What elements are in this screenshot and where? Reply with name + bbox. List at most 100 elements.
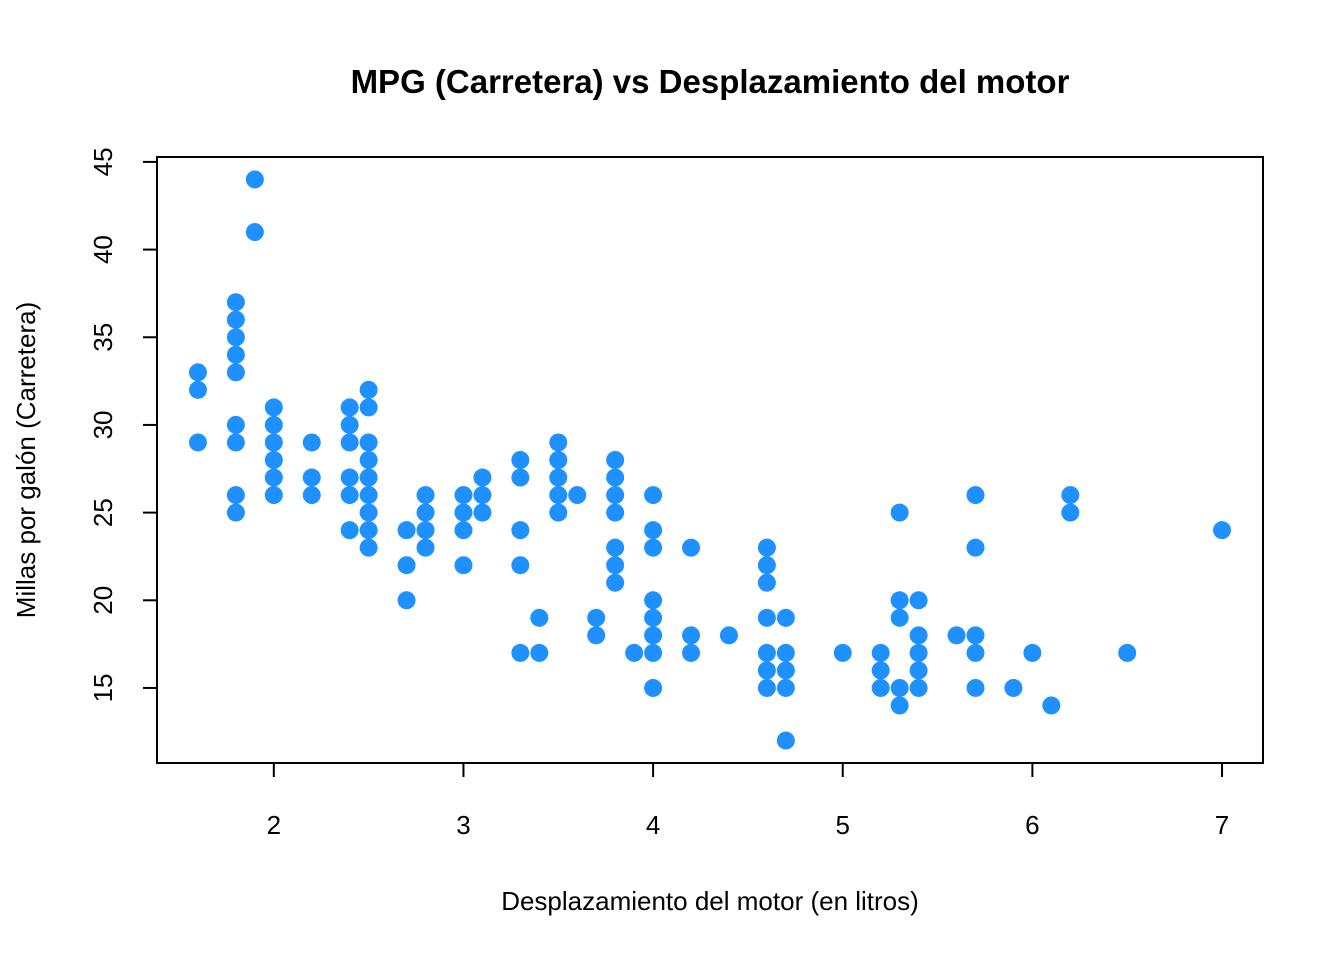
data-point [473,486,492,505]
data-point [302,486,321,505]
data-point [397,521,416,540]
data-point [359,433,378,452]
x-tick-label: 3 [456,810,470,840]
data-point [454,503,473,522]
y-axis-label: Millas por galón (Carretera) [11,302,41,618]
y-tick-label: 35 [88,323,118,352]
data-point [226,345,245,364]
data-point [549,451,568,469]
y-tick-label: 40 [88,235,118,264]
data-point [226,328,245,347]
data-point [909,678,928,697]
data-point [359,503,378,522]
data-point [606,538,625,557]
data-point [264,433,283,452]
data-point [1061,503,1080,522]
data-point [416,538,435,557]
data-point [587,626,606,645]
data-point [416,486,435,505]
data-point [644,608,663,627]
data-point [776,678,795,697]
data-point [549,433,568,452]
data-point [871,643,890,662]
data-point [776,608,795,627]
data-point [776,661,795,680]
data-point [549,468,568,487]
data-point [909,643,928,662]
data-point [1118,643,1137,662]
data-point [757,661,776,680]
data-point [359,380,378,399]
data-point [776,643,795,662]
data-point [245,223,264,242]
data-point [359,521,378,540]
data-point [909,661,928,680]
x-tick-label: 5 [836,810,850,840]
data-point [606,556,625,575]
data-point [226,310,245,329]
data-point [606,468,625,487]
data-point [359,398,378,417]
data-point [359,486,378,505]
data-point [511,468,530,487]
data-point [757,608,776,627]
data-point [909,591,928,610]
data-point [606,503,625,522]
data-point [302,433,321,452]
data-point [264,415,283,434]
data-point [568,486,587,505]
data-point [397,556,416,575]
data-point [833,643,852,662]
data-point [644,626,663,645]
data-point [909,626,928,645]
data-point [966,486,985,505]
data-point [587,608,606,627]
data-point [226,433,245,452]
y-axis: 15 20 25 30 35 40 45 [88,147,158,702]
x-axis-label: Desplazamiento del motor (en litros) [501,886,919,916]
data-point [757,678,776,697]
data-point [226,486,245,505]
y-tick-label: 15 [88,673,118,702]
data-point [340,486,359,505]
data-point [340,433,359,452]
data-point [644,538,663,557]
x-axis: 2 3 4 5 6 7 [267,762,1229,840]
data-point [302,468,321,487]
data-point [757,538,776,557]
data-point [264,451,283,469]
data-point [226,415,245,434]
data-point [359,451,378,469]
x-tick-label: 4 [646,810,660,840]
data-point [776,731,795,750]
data-point [226,363,245,382]
data-point [1004,678,1023,697]
data-point [606,486,625,505]
data-point [359,538,378,557]
data-point [511,556,530,575]
data-point [226,503,245,522]
data-point [644,643,663,662]
data-point [682,538,701,557]
data-point [719,626,738,645]
data-point [890,591,909,610]
data-point [644,521,663,540]
data-point [511,451,530,469]
chart-title: MPG (Carretera) vs Desplazamiento del mo… [351,63,1070,100]
data-point [966,626,985,645]
data-point [890,503,909,522]
data-point [606,573,625,592]
y-tick-label: 25 [88,498,118,527]
data-point [1042,696,1061,715]
y-tick-label: 20 [88,586,118,615]
data-point [606,451,625,469]
data-point [188,433,207,452]
data-point [757,643,776,662]
data-point [340,398,359,417]
y-tick-label: 30 [88,410,118,439]
data-point [966,538,985,557]
data-point [416,521,435,540]
data-point [530,643,549,662]
data-point [644,678,663,697]
